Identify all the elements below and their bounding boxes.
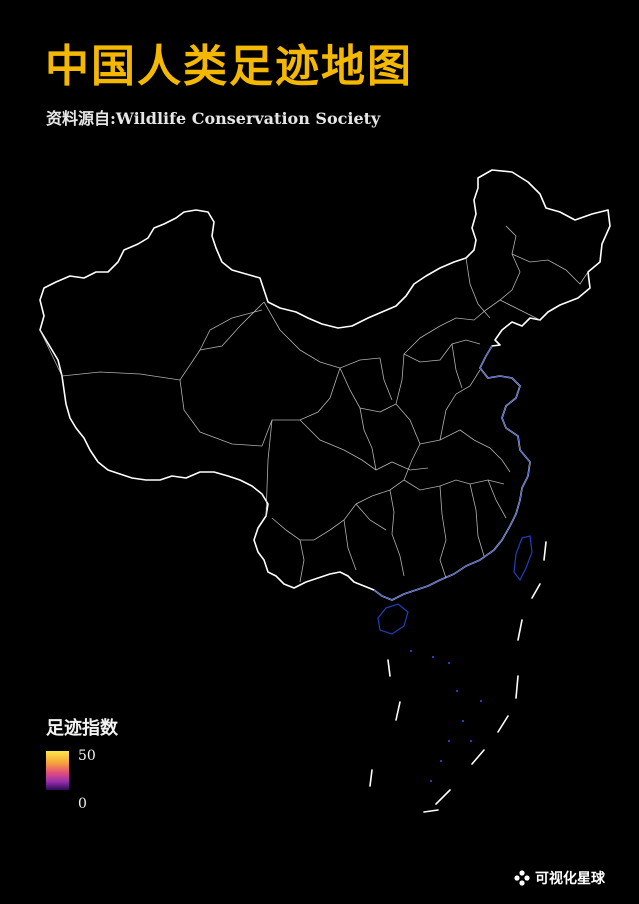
flower-logo-icon xyxy=(514,870,530,886)
data-source: 资料源自:Wildlife Conservation Society xyxy=(46,109,381,128)
legend-max-label: 50 xyxy=(78,748,96,764)
provincial-borders xyxy=(39,225,589,583)
coastline xyxy=(373,345,531,601)
sea-islands xyxy=(410,650,482,782)
china-map xyxy=(39,169,611,813)
legend-color-bar xyxy=(46,751,69,790)
nine-dash-line xyxy=(369,541,547,813)
legend-min-label: 0 xyxy=(78,796,87,812)
legend-title: 足迹指数 xyxy=(46,718,118,739)
brand-name: 可视化星球 xyxy=(535,871,605,887)
brand-watermark: 可视化星球 xyxy=(514,868,605,888)
page-title: 中国人类足迹地图 xyxy=(45,41,413,92)
taiwan-island xyxy=(513,535,533,582)
national-border xyxy=(39,169,611,601)
hainan-island xyxy=(377,603,409,635)
